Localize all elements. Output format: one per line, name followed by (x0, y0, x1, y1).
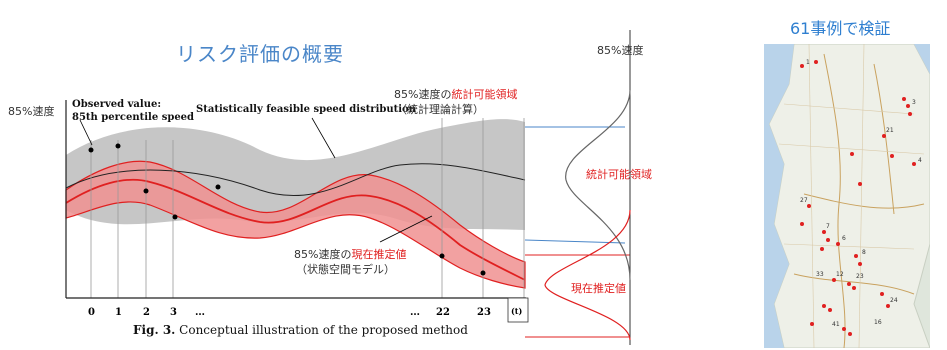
x-tick: 23 (477, 307, 491, 318)
case-marker (852, 286, 856, 290)
map-image: 1 3 21 4 27 7 6 8 23 12 33 24 41 16 (764, 44, 930, 348)
feasible-label: Statistically feasible speed distributio… (196, 104, 416, 115)
case-marker (912, 162, 916, 166)
estimate-red: 現在推定値 (351, 248, 407, 261)
feasible-region-prefix: 85%速度の (394, 88, 452, 101)
case-marker (850, 152, 854, 156)
case-marker (886, 304, 890, 308)
observed-label: Observed value: 85th percentile speed (72, 98, 194, 124)
feasible-region-label: 85%速度の統計可能領域 (394, 86, 517, 102)
y-axis-label: 85%速度 (8, 105, 55, 118)
figure-caption: Fig. 3. Conceptual illustration of the p… (133, 323, 468, 337)
case-label: 6 (842, 235, 846, 242)
case-marker (826, 238, 830, 242)
x-tick: 3 (170, 307, 177, 318)
case-marker (882, 134, 886, 138)
case-markers (800, 60, 916, 336)
observed-point (439, 253, 445, 259)
right-estimate-curve (544, 209, 631, 341)
coast-left (764, 44, 794, 348)
observed-point (215, 184, 221, 190)
case-marker (906, 104, 910, 108)
case-marker (800, 222, 804, 226)
observed-point (88, 147, 94, 153)
case-marker (890, 154, 894, 158)
x-tick: 2 (143, 307, 150, 318)
case-marker (828, 308, 832, 312)
feasible-region-red: 統計可能領域 (451, 88, 518, 101)
right-estimate-label: 現在推定値 (571, 282, 626, 295)
x-tick: 22 (436, 307, 450, 318)
case-label: 23 (856, 273, 864, 280)
case-marker (847, 282, 851, 286)
estimate-pointer (379, 215, 433, 243)
case-marker (807, 204, 811, 208)
diagram-title: リスク評価の概要 (176, 42, 344, 66)
map-title: 61事例で検証 (790, 19, 891, 38)
case-label: 4 (918, 157, 922, 164)
case-label: 27 (800, 197, 808, 204)
observed-point (480, 270, 486, 276)
case-marker (858, 182, 862, 186)
caption-text: Conceptual illustration of the proposed … (175, 323, 468, 337)
case-label: 12 (836, 271, 844, 278)
x-tick: … (195, 307, 205, 318)
landmass (768, 44, 930, 348)
observed-point (115, 143, 121, 149)
case-label: 41 (832, 321, 840, 328)
case-marker (822, 304, 826, 308)
case-label: 21 (886, 127, 894, 134)
map-svg: 1 3 21 4 27 7 6 8 23 12 33 24 41 16 (764, 44, 930, 348)
x-tick: 0 (88, 307, 95, 318)
case-marker (858, 262, 862, 266)
coast-right (914, 44, 930, 74)
estimate-prefix: 85%速度の (294, 248, 352, 261)
case-label: 33 (816, 271, 824, 278)
case-label: 1 (806, 59, 810, 66)
case-marker (854, 254, 858, 258)
estimate-sub: （状態空間モデル） (296, 263, 395, 276)
connector-mid (524, 239, 626, 244)
case-marker (848, 332, 852, 336)
feasible-pointer (311, 117, 336, 159)
case-marker (810, 322, 814, 326)
observed-point (172, 214, 178, 220)
case-marker (908, 112, 912, 116)
x-tick: … (410, 307, 420, 318)
feasible-center-line (65, 163, 526, 196)
case-marker (822, 230, 826, 234)
case-label: 16 (874, 319, 882, 326)
case-label: 24 (890, 297, 898, 304)
caption-bold: Fig. 3. (133, 323, 176, 337)
right-feasible-curve (565, 89, 631, 281)
case-marker (832, 278, 836, 282)
case-label: 7 (826, 223, 830, 230)
case-marker (814, 60, 818, 64)
case-label: 8 (862, 249, 866, 256)
right-feasible-label: 統計可能領域 (586, 168, 652, 181)
case-marker (836, 242, 840, 246)
x-tick-t: (t) (511, 306, 523, 316)
case-marker (880, 292, 884, 296)
case-marker (820, 247, 824, 251)
estimate-label: 85%速度の現在推定値 (294, 246, 406, 262)
x-tick: 1 (115, 307, 122, 318)
case-labels: 1 3 21 4 27 7 6 8 23 12 33 24 41 16 (800, 59, 922, 328)
case-label: 3 (912, 99, 916, 106)
observed-label-line2: 85th percentile speed (72, 112, 195, 123)
time-grid (90, 118, 525, 298)
right-axis-label: 85%速度 (597, 44, 644, 57)
feasible-region-sub: （統計理論計算） (396, 103, 484, 116)
case-marker (842, 327, 846, 331)
case-marker (902, 97, 906, 101)
observed-point (143, 188, 149, 194)
observed-pointer (79, 119, 93, 146)
observed-points (88, 143, 486, 276)
t-box (507, 297, 529, 323)
observed-label-line1: Observed value: (72, 99, 162, 110)
roads (793, 53, 925, 348)
case-marker (800, 64, 804, 68)
